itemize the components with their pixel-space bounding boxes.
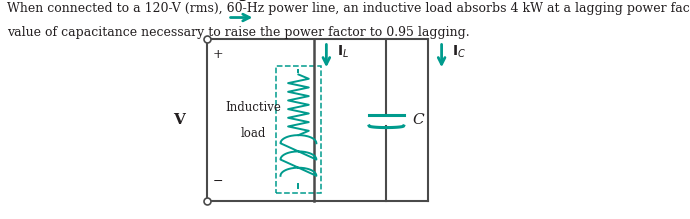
Text: +: +: [213, 48, 223, 61]
Text: C: C: [412, 113, 424, 127]
Text: V: V: [173, 113, 186, 127]
Text: $\mathbf{I}_C$: $\mathbf{I}_C$: [452, 44, 466, 60]
Text: $\mathbf{I}_L$: $\mathbf{I}_L$: [337, 44, 349, 60]
Text: load: load: [241, 127, 266, 140]
Text: −: −: [213, 175, 223, 188]
Text: When connected to a 120-V (rms), 60-Hz power line, an inductive load absorbs 4 k: When connected to a 120-V (rms), 60-Hz p…: [7, 2, 690, 15]
Bar: [276, 66, 321, 193]
Text: Inductive: Inductive: [226, 101, 282, 114]
Text: I: I: [238, 0, 245, 4]
Text: value of capacitance necessary to raise the power factor to 0.95 lagging.: value of capacitance necessary to raise …: [7, 26, 469, 39]
